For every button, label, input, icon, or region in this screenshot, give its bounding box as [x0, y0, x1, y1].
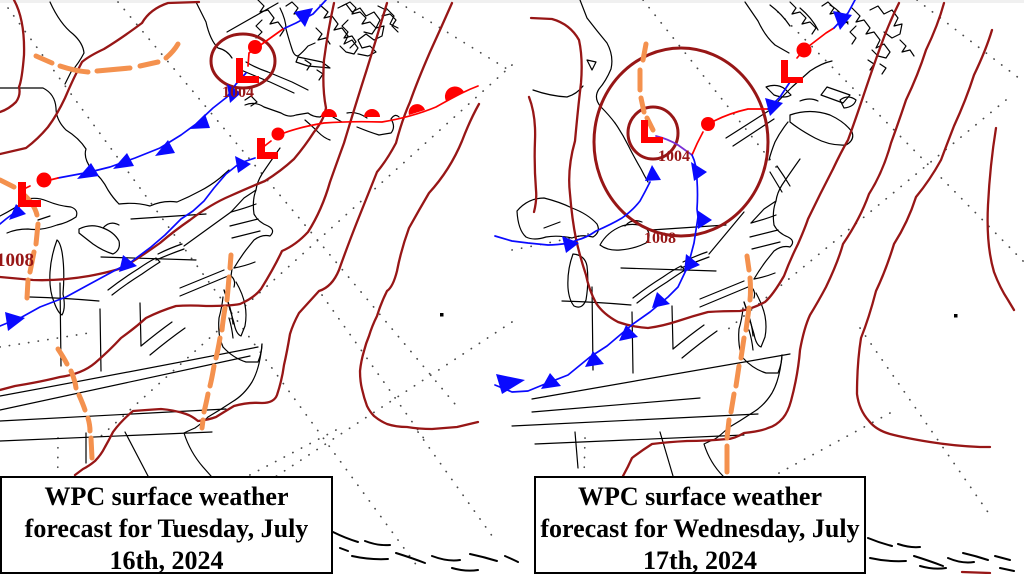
- svg-text:1004: 1004: [658, 148, 690, 165]
- svg-text:1004: 1004: [222, 84, 254, 101]
- svg-text:1008: 1008: [0, 250, 34, 271]
- svg-text:1008: 1008: [644, 230, 676, 247]
